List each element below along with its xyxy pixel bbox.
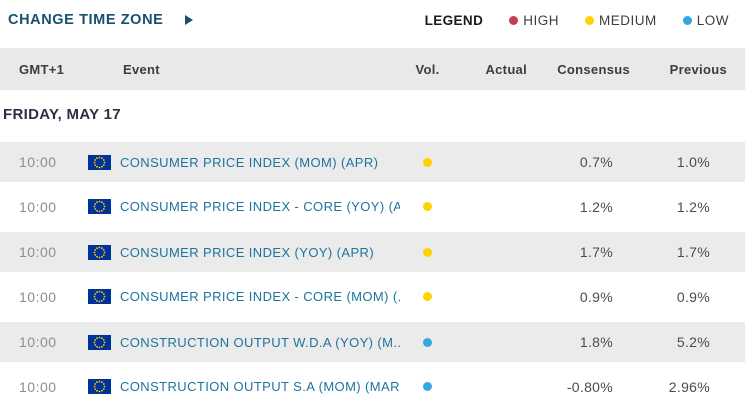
high-volatility-dot-icon [509,15,519,25]
previous-value: 2.96% [668,378,710,395]
event-title-link[interactable]: CONSTRUCTION OUTPUT S.A (MOM) (MAR) [120,379,400,394]
consensus-value: -0.80% [566,378,613,395]
previous-value: 1.0% [676,154,710,170]
eu-flag-icon [88,199,111,214]
chevron-right-icon [185,15,194,25]
event-time: 10:00 [19,244,57,260]
volatility-dot-icon [423,382,432,391]
column-header-actual: Actual [485,61,527,77]
change-time-zone-label: CHANGE TIME ZONE [8,12,164,28]
change-time-zone-button[interactable]: CHANGE TIME ZONE [8,12,194,28]
legend-label-medium: MEDIUM [598,12,657,28]
previous-value: 0.9% [676,288,710,305]
event-title-link[interactable]: CONSUMER PRICE INDEX (MOM) (APR) [120,154,379,170]
table-row[interactable]: 10:00 CONSUMER PRICE INDEX (YOY) (APR) 1… [0,229,745,274]
table-header-row: GMT+1 Event Vol. Actual Consensus Previo… [0,48,745,90]
eu-flag-icon [88,289,111,304]
volatility-dot-icon [423,337,432,347]
volatility-dot-icon [423,292,432,301]
volatility-dot-icon [423,202,432,211]
eu-flag-icon [88,244,111,260]
consensus-value: 1.2% [579,198,613,215]
table-row[interactable]: 10:00 CONSTRUCTION OUTPUT W.D.A (YOY) (M… [0,319,745,364]
eu-flag-icon [88,334,111,350]
consensus-value: 0.9% [579,288,613,305]
date-group-header: FRIDAY, MAY 17 [0,90,745,139]
event-time: 10:00 [19,154,57,170]
eu-flag-icon [88,379,111,394]
table-row[interactable]: 10:00 CONSTRUCTION OUTPUT S.A (MOM) (MAR… [0,364,745,409]
previous-value: 1.2% [676,198,710,215]
event-time: 10:00 [19,288,57,305]
consensus-value: 1.7% [579,244,613,260]
eu-flag-icon [88,154,111,170]
event-title-link[interactable]: CONSUMER PRICE INDEX (YOY) (APR) [120,244,375,260]
consensus-value: 0.7% [579,154,613,170]
calendar-toolbar: CHANGE TIME ZONE LEGEND HIGH MEDIUM LOW [0,0,745,30]
table-row[interactable]: 10:00 CONSUMER PRICE INDEX - CORE (YOY) … [0,184,745,229]
previous-value: 5.2% [676,334,710,350]
low-volatility-dot-icon [682,15,692,25]
column-header-timezone: GMT+1 [19,61,65,77]
event-time: 10:00 [19,378,57,395]
column-header-previous: Previous [669,61,727,77]
column-header-volatility: Vol. [415,61,440,77]
consensus-value: 1.8% [579,334,613,350]
event-title-link[interactable]: CONSTRUCTION OUTPUT W.D.A (YOY) (M... [120,334,400,350]
column-header-consensus: Consensus [557,61,630,77]
volatility-dot-icon [423,247,432,257]
legend-item-high: HIGH [509,13,559,28]
legend-item-medium: MEDIUM [584,12,657,28]
legend-label-high: HIGH [523,12,559,28]
event-time: 10:00 [19,198,57,215]
volatility-dot-icon [423,157,432,167]
event-time: 10:00 [19,334,57,350]
legend-label-low: LOW [696,12,729,28]
column-header-event: Event [123,61,160,77]
legend-title: LEGEND [424,12,484,28]
table-row[interactable]: 10:00 CONSUMER PRICE INDEX - CORE (MOM) … [0,274,745,319]
event-title-link[interactable]: CONSUMER PRICE INDEX - CORE (MOM) (... [120,289,400,304]
legend-item-low: LOW [682,12,729,28]
event-title-link[interactable]: CONSUMER PRICE INDEX - CORE (YOY) (A... [120,199,400,214]
volatility-legend: LEGEND HIGH MEDIUM LOW [425,13,729,28]
medium-volatility-dot-icon [584,15,594,25]
previous-value: 1.7% [676,244,710,260]
table-row[interactable]: 10:00 CONSUMER PRICE INDEX (MOM) (APR) 0… [0,139,745,184]
